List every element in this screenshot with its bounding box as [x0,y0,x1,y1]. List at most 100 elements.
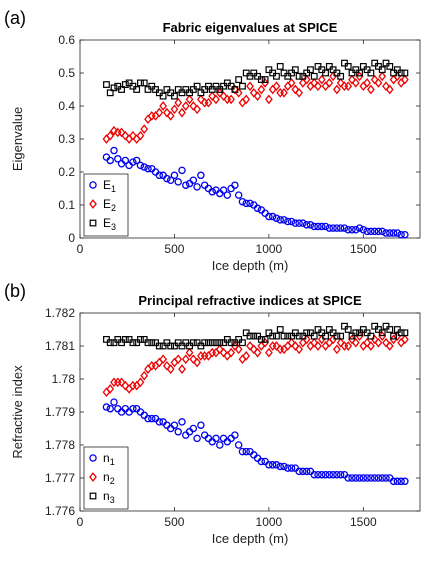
data-point [246,81,254,92]
data-point [291,219,300,227]
y-tick-label: 0.5 [58,66,75,80]
data-point [110,125,118,136]
x-tick-label: 500 [164,242,184,256]
legend-marker [89,199,97,209]
data-point [223,351,232,361]
series-E2 [102,71,409,144]
data-point [359,341,368,351]
data-point [340,224,349,232]
data-point [238,197,247,206]
y-tick-label: 1.782 [45,306,75,320]
data-point [306,341,315,351]
data-point [344,62,352,70]
data-point [317,74,326,85]
data-point [170,104,179,115]
x-tick-label: 1500 [350,515,377,529]
y-tick-label: 1.779 [45,405,75,419]
data-point [193,357,201,368]
data-point [261,337,269,348]
data-point [295,332,303,340]
data-point [234,87,243,98]
data-point [234,441,243,449]
data-point [367,84,375,95]
data-point [181,354,190,365]
data-point [401,329,409,337]
data-point [239,339,246,347]
data-point [257,341,266,351]
data-point [348,474,356,482]
data-point [261,336,269,343]
data-point [189,339,197,347]
data-point [129,404,137,413]
data-point [329,334,337,345]
data-point [249,344,258,355]
data-point [193,434,201,443]
data-point [246,332,254,340]
data-point [348,74,356,85]
data-point [370,227,379,236]
data-point [299,337,307,348]
data-point [310,78,319,88]
data-point [318,222,326,231]
data-point [352,225,360,234]
data-point [193,82,201,90]
data-point [102,403,111,411]
data-point [148,339,156,347]
data-point [163,107,171,118]
data-point [189,101,198,111]
data-point [174,428,182,436]
data-point [231,431,239,439]
data-point [295,87,303,98]
data-point [299,219,307,227]
data-point [155,342,163,350]
data-point [193,183,201,191]
data-point [359,474,368,482]
data-point [386,326,394,333]
data-point [325,470,334,479]
data-point [231,181,239,189]
data-point [253,91,262,101]
data-point [336,470,345,479]
data-point [344,81,353,92]
legend-entry: n2 [103,470,115,486]
data-point [163,174,171,183]
data-point [121,336,129,343]
data-point [389,477,398,486]
y-axis-label: Eigenvalue [10,107,25,171]
data-point [171,92,178,100]
data-point [393,229,402,237]
x-tick-label: 0 [77,242,84,256]
data-point [389,74,398,85]
data-point [397,230,405,239]
data-point [310,337,319,348]
data-point [348,334,356,345]
data-point [356,69,363,77]
data-point [385,84,394,95]
data-point [265,212,273,221]
data-point [253,204,262,213]
data-point [352,329,360,337]
series-E3 [103,59,409,100]
data-point [219,347,228,358]
data-point [333,470,341,479]
data-point [321,222,330,231]
data-point [280,462,288,471]
data-point [125,134,133,144]
data-point [106,156,114,165]
data-point [287,217,296,226]
data-point [389,229,398,237]
data-point [114,155,122,163]
data-point [102,387,111,398]
legend-marker [89,454,97,462]
data-point [242,199,250,208]
data-point [155,171,164,180]
y-tick-label: 0 [68,231,75,245]
data-point [378,329,386,337]
legend-entry: n3 [103,489,115,505]
data-point [374,227,383,236]
data-point [321,470,330,479]
data-point [382,337,390,348]
data-point [110,398,118,406]
x-tick-label: 1000 [256,242,283,256]
data-point [208,339,216,347]
